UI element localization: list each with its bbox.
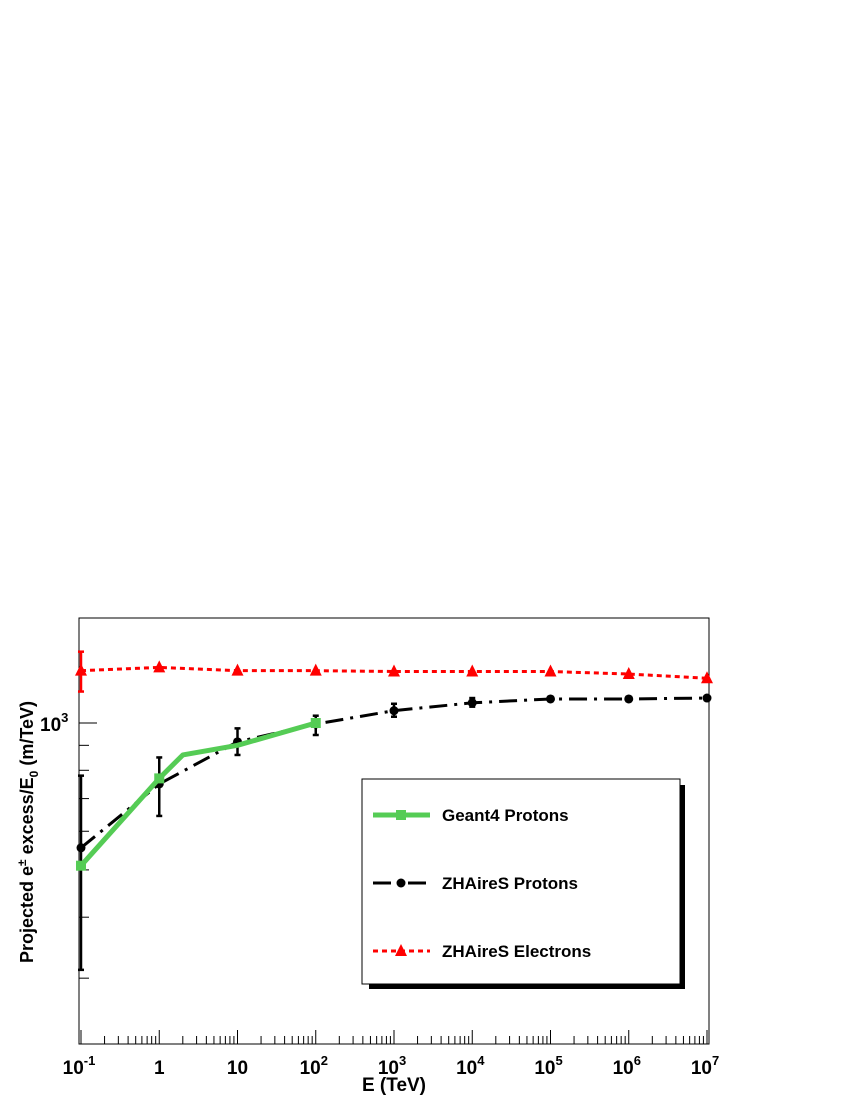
data-point [466, 664, 479, 677]
data-point [310, 718, 321, 728]
data-point [153, 660, 166, 673]
data-point [389, 706, 399, 716]
x-tick-label: 106 [613, 1053, 641, 1079]
legend-marker [396, 810, 406, 820]
data-point [75, 663, 87, 676]
y-axis-label: Projected e± excess/E0 (m/TeV) [15, 701, 41, 963]
series-line [80, 696, 708, 849]
data-point [76, 860, 86, 871]
x-tick-label: 105 [534, 1053, 562, 1079]
series-layer [75, 650, 713, 972]
axis-ticks [79, 722, 708, 1044]
x-tick-label: 10 [227, 1058, 248, 1079]
x-tick-label: 103 [378, 1053, 406, 1079]
data-point [309, 663, 322, 676]
data-point [388, 664, 400, 677]
data-point [154, 773, 165, 784]
y-tick-labels: 103 [40, 710, 68, 736]
legend-marker [395, 944, 407, 956]
data-point [701, 671, 713, 684]
legend-label: Geant4 Protons [442, 806, 569, 825]
data-point [544, 664, 557, 677]
data-point [622, 667, 635, 680]
x-tick-label: 1 [154, 1058, 165, 1079]
x-tick-labels: 10-1 1 10 102 103 104 105 106 107 [63, 1053, 720, 1079]
data-point [467, 698, 477, 708]
data-point [624, 694, 634, 704]
x-tick-label: 10-1 [63, 1053, 96, 1079]
x-axis-label: E (TeV) [362, 1075, 426, 1096]
x-tick-label: 107 [691, 1053, 719, 1079]
legend-label: ZHAireS Protons [442, 874, 578, 893]
data-point [702, 693, 712, 703]
legend-label: ZHAireS Electrons [442, 942, 591, 961]
data-point [546, 694, 555, 704]
x-tick-label: 102 [300, 1053, 328, 1079]
series-zhaires-electrons [75, 650, 713, 693]
y-tick-label: 103 [40, 710, 68, 736]
data-point [231, 663, 244, 676]
series-line [79, 720, 317, 868]
series-geant4-protons [76, 718, 321, 871]
x-tick-label: 104 [456, 1053, 485, 1079]
legend: Geant4 Protons ZHAireS Protons ZHAireS Ele… [361, 778, 685, 989]
data-point [76, 843, 86, 853]
legend-marker [396, 878, 406, 888]
